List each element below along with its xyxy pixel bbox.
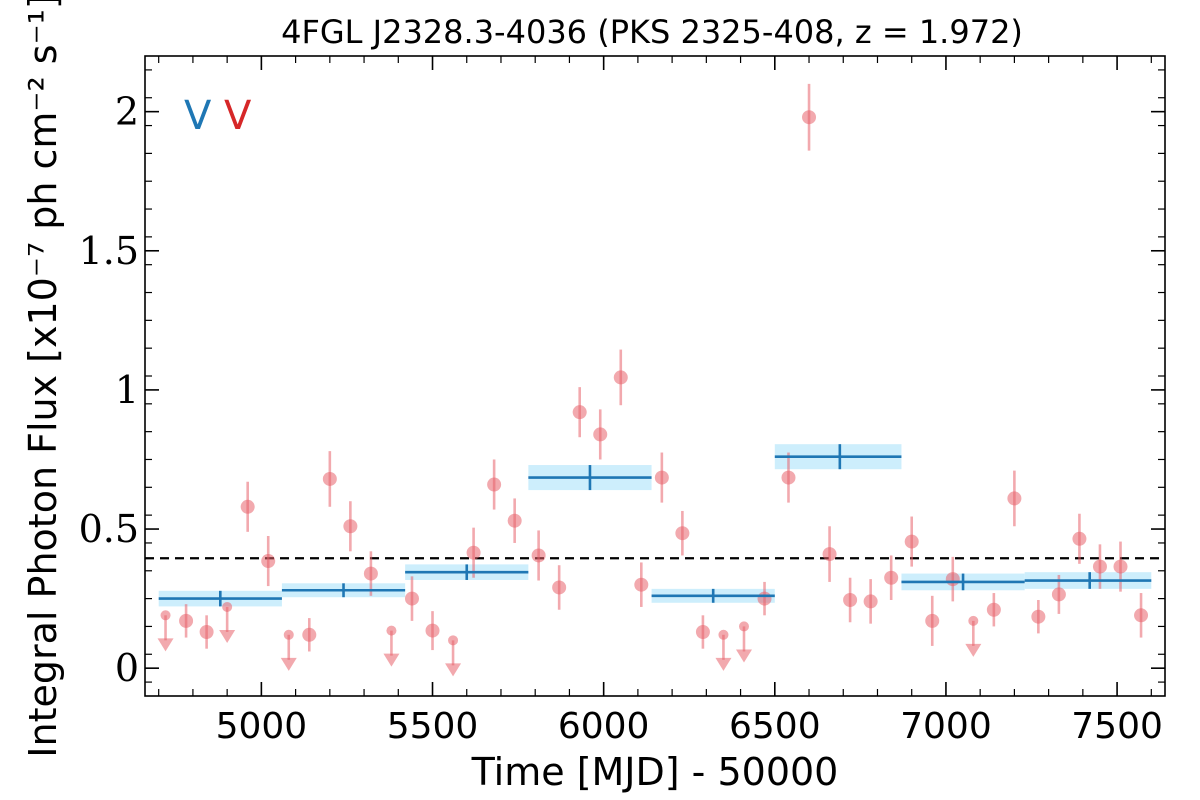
- flux-point: [634, 577, 649, 592]
- flux-point: [199, 625, 214, 639]
- flux-point: [404, 591, 419, 606]
- flux-point: [507, 513, 522, 528]
- flux-point: [1031, 609, 1046, 624]
- flux-point: [904, 534, 919, 549]
- y-tick-label: 1: [115, 368, 139, 412]
- upper-limit-point: [448, 635, 459, 646]
- flux-point: [884, 570, 899, 585]
- y-axis-label: Integral Photon Flux [x10⁻⁷ ph cm⁻² s⁻¹]: [21, 0, 65, 758]
- flux-point: [986, 602, 1001, 617]
- flux-point: [863, 594, 878, 609]
- flux-point: [466, 545, 481, 560]
- upper-limit-arrow: [219, 630, 236, 643]
- upper-limit-arrow: [445, 663, 462, 677]
- flux-point: [240, 499, 255, 514]
- upper-limit-arrow: [383, 653, 400, 667]
- x-axis-label: Time [MJD] - 50000: [471, 750, 839, 794]
- upper-limit-point: [283, 629, 294, 640]
- flux-point: [1134, 608, 1149, 623]
- x-tick-label: 7000: [900, 706, 992, 747]
- upper-limit-arrow: [715, 657, 732, 671]
- flux-point: [781, 470, 796, 485]
- flux-point: [179, 613, 194, 628]
- chart-title: 4FGL J2328.3-4036 (PKS 2325-408, z = 1.9…: [281, 13, 1023, 51]
- flux-point: [572, 405, 587, 420]
- tick-labels: 5000 5500 6000 6500 7000 7500 0 0.5 1 1.5 2: [79, 90, 1163, 747]
- upper-limit-point: [160, 610, 171, 621]
- flux-point: [261, 554, 276, 569]
- x-tick-label: 5000: [216, 706, 308, 747]
- flux-point: [425, 623, 440, 638]
- flux-point: [613, 370, 628, 385]
- y-tick-label: 2: [115, 90, 139, 134]
- x-tick-label: 6000: [558, 706, 650, 747]
- flux-point: [822, 547, 837, 562]
- upper-limit-arrow: [965, 643, 982, 657]
- upper-limit-point: [718, 629, 729, 640]
- flux-point: [1072, 531, 1087, 546]
- y-tick-label: 1.5: [79, 229, 139, 273]
- flux-point: [531, 548, 546, 563]
- upper-limit-point: [222, 601, 233, 612]
- x-tick-label: 7500: [1071, 706, 1163, 747]
- upper-limit-point: [386, 625, 397, 636]
- flux-point: [1113, 559, 1128, 574]
- flux-point: [343, 519, 358, 534]
- legend-label-blue: V: [184, 93, 212, 139]
- flux-point: [593, 427, 608, 442]
- upper-limit-point: [738, 621, 749, 632]
- flux-point: [302, 627, 317, 642]
- flux-point: [322, 471, 337, 486]
- legend-label-red: V: [224, 93, 252, 139]
- flux-point: [552, 580, 567, 595]
- flux-point: [1051, 587, 1066, 602]
- y-tick-label: 0: [115, 646, 139, 690]
- flux-points: [157, 83, 1149, 677]
- y-tick-label: 0.5: [79, 507, 139, 551]
- upper-limit-arrow: [735, 649, 752, 663]
- flux-point: [1007, 491, 1022, 506]
- x-tick-label: 6500: [729, 706, 821, 747]
- flux-point: [802, 110, 817, 125]
- binned-flux-markers: [158, 444, 1152, 607]
- x-tick-label: 5500: [387, 706, 479, 747]
- flux-point: [945, 572, 960, 587]
- flux-point: [363, 566, 378, 581]
- upper-limit-arrow: [280, 657, 297, 671]
- flux-point: [843, 593, 858, 607]
- flux-point: [757, 591, 772, 606]
- upper-limit-arrow: [157, 638, 174, 652]
- flux-point: [1092, 559, 1107, 574]
- upper-limit-point: [968, 615, 979, 626]
- flux-point: [487, 477, 502, 492]
- flux-point: [675, 526, 690, 541]
- flux-point: [925, 613, 940, 628]
- flux-point: [695, 625, 710, 639]
- flux-point: [654, 470, 669, 485]
- axis-ticks: [145, 56, 1165, 696]
